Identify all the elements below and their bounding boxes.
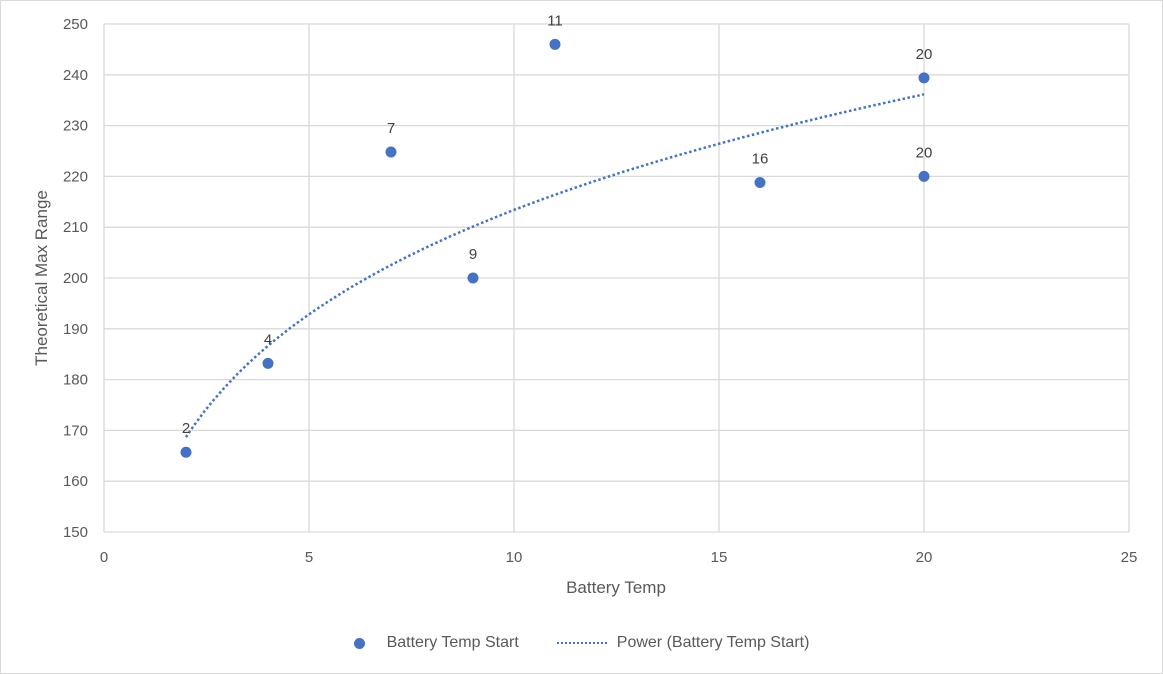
data-label: 20 [916,46,933,63]
x-tick-label: 20 [916,549,933,566]
y-tick-label: 230 [63,118,88,135]
y-tick-label: 240 [63,67,88,84]
x-tick-label: 5 [305,549,313,566]
data-label: 7 [387,120,395,137]
legend-label-trendline: Power (Battery Temp Start) [616,634,810,651]
y-tick-label: 180 [63,372,88,389]
data-label: 9 [469,246,477,263]
legend-label-series: Battery Temp Start [386,634,519,651]
data-point [467,272,479,284]
data-point [385,146,397,158]
y-axis-title: Theoretical Max Range [32,190,51,366]
legend-item-series: Battery Temp Start [353,634,519,652]
legend-dotted-line-icon [556,642,607,644]
x-tick-label: 10 [506,549,523,566]
data-label: 16 [752,150,769,167]
data-point [262,357,274,369]
data-labels: 2 4 7 9 11 16 20 20 [182,12,933,437]
gridlines [103,23,1130,533]
y-tick-label: 250 [63,16,88,33]
x-tick-label: 15 [711,549,728,566]
power-trendline [184,93,925,438]
data-point [549,38,561,50]
data-point [918,170,930,182]
data-point [180,446,192,458]
y-tick-label: 200 [63,270,88,287]
trendline-layer [184,93,925,438]
legend-item-trendline: Power (Battery Temp Start) [556,634,810,652]
x-tick-label: 25 [1121,549,1138,566]
data-label: 20 [916,144,933,161]
data-label: 11 [547,12,563,29]
y-tick-label: 190 [63,321,88,338]
data-point [754,176,766,188]
x-tick-label: 0 [100,549,108,566]
y-tick-label: 170 [63,422,88,439]
y-tick-label: 220 [63,168,88,185]
data-label: 4 [264,331,272,348]
data-points [180,38,930,458]
x-axis-title: Battery Temp [566,578,666,597]
y-tick-label: 210 [63,219,88,236]
y-tick-label: 150 [63,524,88,541]
y-tick-label: 160 [63,473,88,490]
data-point [918,72,930,84]
legend: Battery Temp Start Power (Battery Temp S… [0,632,1163,654]
legend-marker-icon [353,637,365,649]
data-label: 2 [182,420,190,437]
